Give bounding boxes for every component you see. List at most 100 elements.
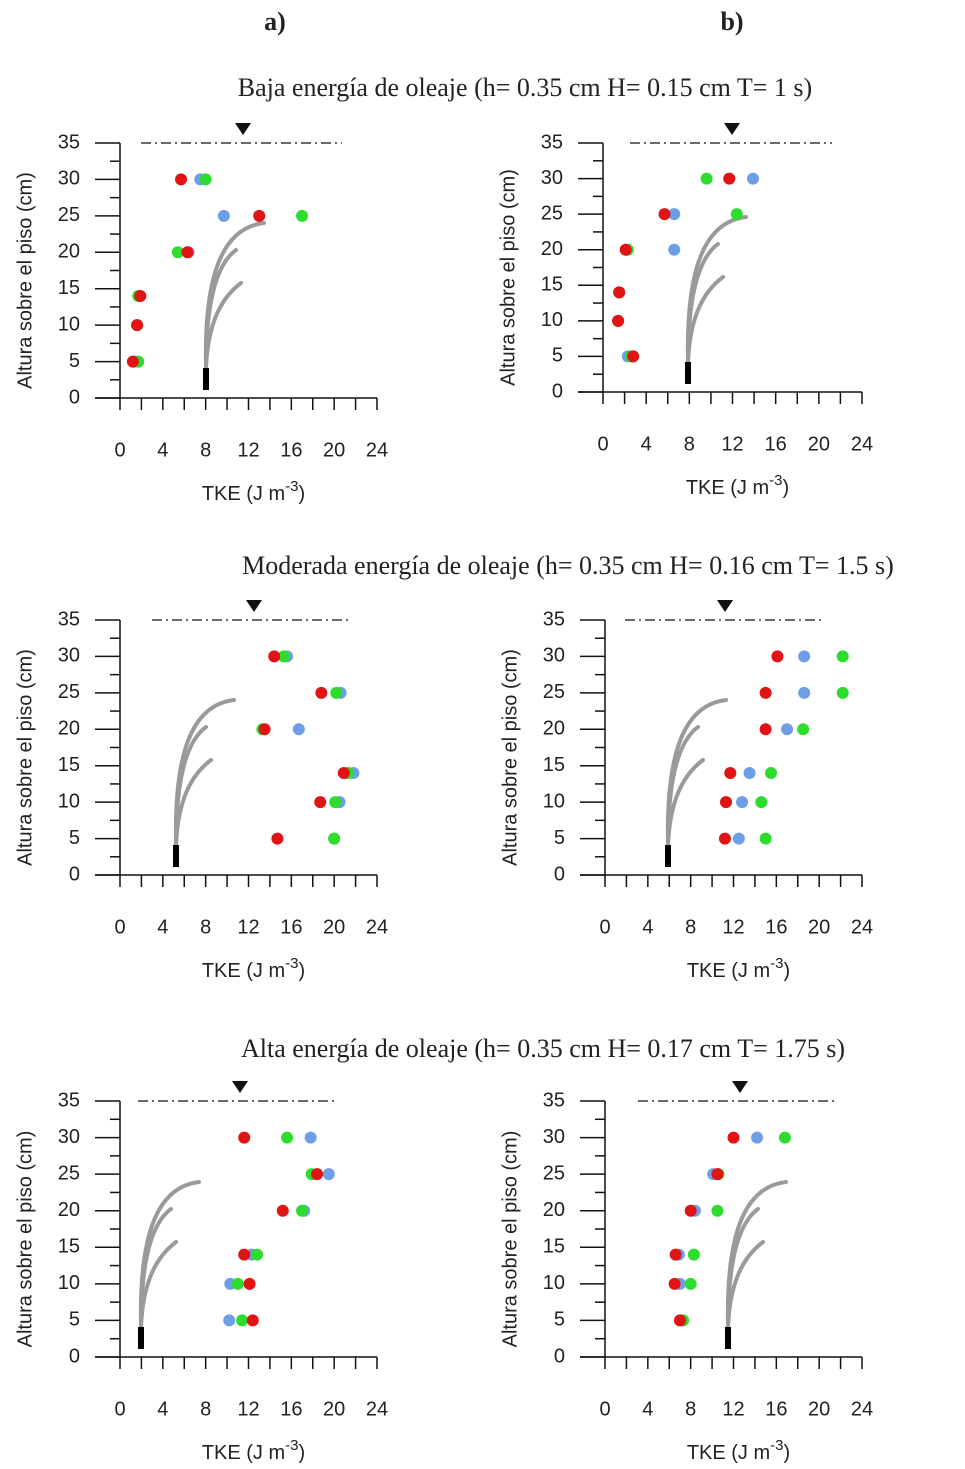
y-tick-label: 0: [69, 386, 80, 408]
y-tick-label: 20: [543, 1199, 565, 1221]
x-tick-label: 4: [157, 916, 168, 938]
x-tick-label: 16: [765, 1398, 787, 1420]
plant-strand: [138, 1180, 201, 1329]
point: [759, 686, 772, 699]
point: [771, 650, 784, 663]
y-tick-label: 30: [541, 167, 563, 189]
point: [711, 1168, 724, 1181]
plant-strand: [139, 1240, 178, 1329]
point: [126, 355, 139, 368]
point: [755, 796, 768, 809]
x-tick-label: 24: [851, 916, 873, 938]
water-marker: [235, 123, 251, 135]
x-tick-label: 0: [114, 1398, 125, 1420]
point: [131, 319, 144, 332]
water-marker: [717, 600, 733, 612]
y-tick-label: 25: [543, 681, 565, 703]
point: [315, 686, 328, 699]
x-tick-label: 20: [323, 916, 345, 938]
point: [236, 1314, 249, 1327]
x-axis-label: TKE (J m-3): [687, 1437, 790, 1464]
point: [268, 650, 281, 663]
x-tick-label: 20: [808, 916, 830, 938]
y-tick-label: 35: [58, 1089, 80, 1111]
x-tick-label: 8: [685, 916, 696, 938]
y-tick-label: 15: [58, 1236, 80, 1258]
y-tick-label: 35: [58, 131, 80, 153]
panel: 0 5 10 15 20 25 30 35 0 4 8 12 16 20 24 TKE (J m-3) Altu…: [499, 600, 873, 982]
point: [175, 173, 188, 186]
x-tick-label: 12: [237, 916, 259, 938]
point: [238, 1248, 251, 1261]
y-tick-label: 25: [58, 1162, 80, 1184]
x-axis-label: TKE (J m-3): [687, 955, 790, 982]
point: [673, 1314, 686, 1327]
panel-label: b): [720, 7, 743, 36]
point: [271, 832, 284, 845]
x-tick-label: 12: [721, 433, 743, 455]
x-axis-label: TKE (J m-3): [202, 955, 305, 982]
point: [231, 1277, 244, 1290]
x-tick-label: 20: [323, 439, 345, 461]
y-tick-label: 5: [552, 345, 563, 367]
point: [171, 246, 184, 259]
panel-label: a): [264, 7, 286, 36]
x-axis-label-part: -3: [769, 472, 782, 489]
point: [747, 172, 760, 185]
point: [314, 796, 327, 809]
point: [724, 767, 737, 779]
y-tick-label: 20: [541, 238, 563, 260]
x-axis-label-part: TKE (J m: [686, 477, 769, 499]
point: [736, 796, 749, 809]
point: [238, 1131, 251, 1144]
plant-strand: [725, 1180, 788, 1329]
plant-strand: [686, 275, 725, 364]
x-axis-label: TKE (J m-3): [202, 1437, 305, 1464]
y-tick-label: 15: [541, 274, 563, 296]
x-tick-label: 12: [722, 1398, 744, 1420]
y-axis-label: Altura sobre el piso (cm): [499, 1131, 521, 1348]
x-axis-label-part: TKE (J m: [687, 1442, 770, 1464]
point: [258, 723, 271, 736]
y-tick-label: 35: [543, 608, 565, 630]
water-marker: [232, 1081, 248, 1093]
point: [684, 1204, 697, 1217]
y-axis-label: Altura sobre el piso (cm): [499, 649, 521, 866]
panel: 0 5 10 15 20 25 30 35 0 4 8 12 16 20 24 TKE (J m-3) Altu…: [14, 123, 388, 505]
point: [330, 686, 343, 699]
point: [329, 796, 342, 809]
x-tick-label: 4: [157, 439, 168, 461]
y-tick-label: 10: [58, 313, 80, 335]
x-axis-label-part: -3: [285, 955, 298, 972]
y-tick-label: 30: [58, 168, 80, 190]
point: [627, 350, 640, 363]
water-marker: [732, 1081, 748, 1093]
y-tick-label: 10: [543, 790, 565, 812]
point: [223, 1314, 236, 1327]
y-tick-label: 5: [554, 1309, 565, 1331]
point: [311, 1168, 324, 1181]
y-tick-label: 15: [543, 754, 565, 776]
x-tick-label: 0: [599, 916, 610, 938]
point: [781, 723, 794, 736]
water-marker: [246, 600, 262, 612]
point: [337, 767, 350, 779]
panel: 0 5 10 15 20 25 30 35 0 4 8 12 16 20 24 TKE (J m-3) Altu…: [14, 600, 388, 982]
x-tick-label: 24: [851, 433, 873, 455]
y-tick-label: 25: [543, 1162, 565, 1184]
x-tick-label: 8: [685, 1398, 696, 1420]
x-axis-label-part: ): [783, 477, 790, 499]
y-tick-label: 10: [58, 790, 80, 812]
point: [700, 172, 713, 185]
x-tick-label: 4: [157, 1398, 168, 1420]
x-axis-label-part: ): [784, 960, 791, 982]
x-tick-label: 24: [366, 439, 388, 461]
y-tick-label: 0: [552, 380, 563, 402]
x-tick-label: 20: [323, 1398, 345, 1420]
x-tick-label: 12: [722, 916, 744, 938]
point: [718, 832, 731, 845]
x-tick-label: 16: [765, 916, 787, 938]
x-tick-label: 8: [200, 439, 211, 461]
x-tick-label: 8: [684, 433, 695, 455]
x-axis-label-part: ): [299, 483, 306, 505]
